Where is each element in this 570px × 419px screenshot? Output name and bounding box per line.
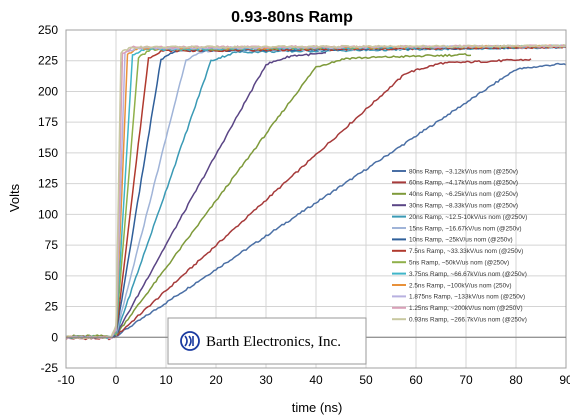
- series-line: [65, 45, 567, 340]
- series-line: [65, 52, 472, 338]
- legend-entry: 1.25ns Ramp, ~200kV/us nom (@250V): [409, 305, 523, 312]
- y-tick-label: -25: [41, 361, 59, 375]
- legend-entry: 20ns Ramp, ~12.5-10kV/us nom (@250v): [409, 214, 527, 221]
- y-tick-label: 100: [38, 207, 58, 221]
- x-tick-label: 0: [113, 373, 120, 387]
- barth-logo-icon: [180, 331, 200, 351]
- logo-text: Barth Electronics, Inc.: [206, 334, 341, 350]
- legend-entry: 60ns Ramp, ~4.17kV/us nom (@250v): [409, 180, 518, 187]
- legend-entry: 40ns Ramp, ~6.25kV/us nom (@250v): [409, 191, 518, 198]
- x-tick-label: -10: [57, 373, 75, 387]
- chart-title: 0.93-80ns Ramp: [231, 9, 353, 26]
- plot-frame: [65, 29, 567, 369]
- logo-box: Barth Electronics, Inc.: [167, 317, 367, 365]
- x-tick-label: 10: [159, 373, 173, 387]
- series-line: [65, 51, 327, 339]
- legend-entry: 80ns Ramp, ~3.12kV/us nom (@250v): [409, 168, 518, 175]
- x-tick-label: 20: [209, 373, 223, 387]
- legend-entry: 3.75ns Ramp, ~66.67kV/us nom (@250v): [409, 271, 527, 278]
- y-tick-label: 225: [38, 54, 58, 68]
- series-line: [65, 62, 567, 339]
- x-tick-label: 70: [459, 373, 473, 387]
- legend-entry: 2.5ns Ramp, ~100kV/us nom (250v): [409, 282, 511, 289]
- legend-entry: 5ns Ramp, ~50kV/us nom (@250v): [409, 260, 509, 267]
- y-tick-label: 25: [45, 300, 59, 314]
- x-tick-label: 80: [509, 373, 523, 387]
- y-tick-label: 175: [38, 115, 58, 129]
- tick-labels: -10 0 10 20 30 40 50 60 70 80 90 -25 0 25 50 75 100 125 15…: [38, 23, 570, 387]
- legend-entry: 0.93ns Ramp, ~266.7kV/us nom (@250v): [409, 317, 527, 324]
- series-group: [65, 44, 567, 341]
- y-tick-label: 150: [38, 146, 58, 160]
- y-tick-label: 250: [38, 23, 58, 37]
- y-tick-label: 50: [45, 269, 59, 283]
- legend: 80ns Ramp, ~3.12kV/us nom (@250v) 60ns Ra…: [392, 168, 527, 324]
- x-tick-label: 90: [559, 373, 570, 387]
- x-axis-label: time (ns): [292, 400, 343, 415]
- legend-entry: 30ns Ramp, ~8.33kV/us nom (@250v): [409, 203, 518, 210]
- series-line: [65, 58, 532, 341]
- legend-entry: 1.875ns Ramp, ~133kV/us nom (@250v): [409, 294, 525, 301]
- y-tick-label: 0: [51, 330, 58, 344]
- x-tick-label: 30: [259, 373, 273, 387]
- x-tick-label: 50: [359, 373, 373, 387]
- series-line: [65, 44, 567, 339]
- y-tick-label: 200: [38, 84, 58, 98]
- y-tick-label: 75: [45, 238, 59, 252]
- logo-frame: [167, 317, 367, 365]
- y-tick-label: 125: [38, 177, 58, 191]
- legend-entry: 15ns Ramp, ~16.67kV/us nom (@250v): [409, 225, 522, 232]
- y-axis-label: Volts: [7, 183, 22, 212]
- x-tick-label: 60: [409, 373, 423, 387]
- legend-entry: 7.5ns Ramp, ~33.33kV/us nom (@250v): [409, 248, 523, 255]
- x-tick-label: 40: [309, 373, 323, 387]
- legend-entry: 10ns Ramp, ~25kV/us nom (@250v): [409, 237, 513, 244]
